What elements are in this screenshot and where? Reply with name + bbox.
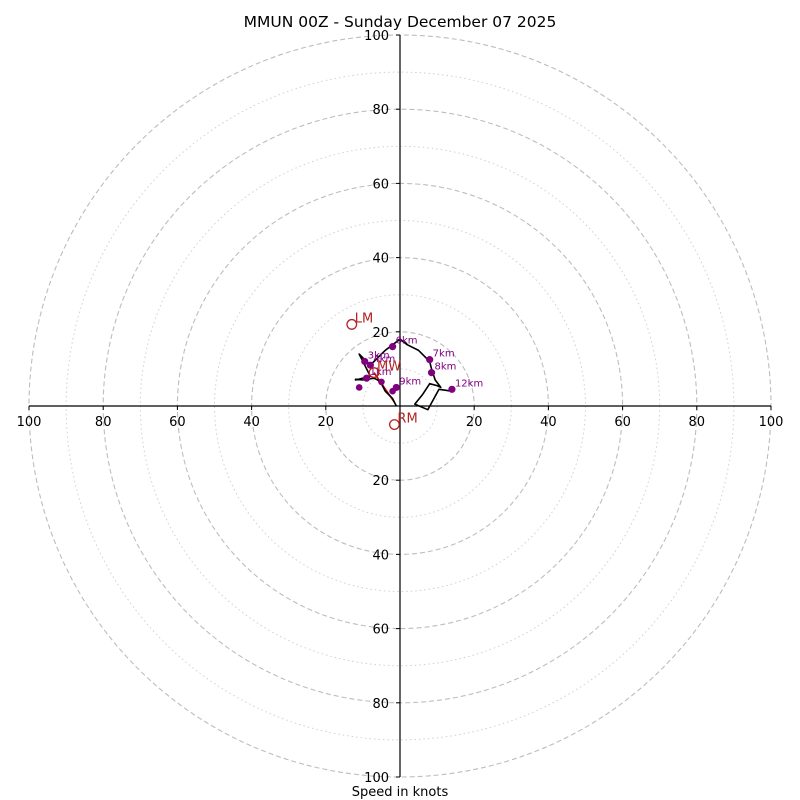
y-tick-label: 100 [364, 29, 389, 44]
y-tick-label: 80 [372, 697, 389, 712]
height-marker-point [427, 369, 436, 377]
x-axis-label: Speed in knots [352, 785, 449, 800]
y-tick-label: 40 [372, 548, 389, 563]
height-marker-point [366, 361, 374, 369]
y-tick-label: 20 [372, 474, 389, 489]
x-tick-label: 20 [318, 415, 335, 430]
y-tick-label: 40 [372, 252, 389, 267]
height-marker-label: 8km [435, 362, 457, 373]
x-tick-label: 20 [466, 415, 483, 430]
y-tick-label: 100 [364, 771, 389, 786]
storm-motion-marker [346, 318, 358, 330]
x-tick-label: 40 [540, 415, 557, 430]
y-tick-label: 80 [372, 103, 389, 118]
height-marker-label: 4km [373, 354, 395, 365]
x-tick-label: 100 [17, 415, 42, 430]
x-tick-label: 60 [169, 415, 186, 430]
height-marker-point [361, 357, 369, 366]
height-marker-label: 1km [370, 367, 392, 378]
height-marker-point [448, 385, 456, 393]
x-tick-label: 40 [243, 415, 260, 430]
tick-labels: 100 80 60 40 20 20 40 60 80 100 100 80 60 40 20 20 40 60 8… [17, 29, 784, 786]
y-tick-label: 60 [372, 623, 389, 638]
height-marker-label: 7km [433, 349, 455, 360]
x-tick-label: 80 [95, 415, 112, 430]
x-tick-label: 100 [759, 415, 784, 430]
height-marker-point [388, 343, 397, 351]
x-tick-label: 80 [689, 415, 706, 430]
height-marker-point [426, 356, 434, 364]
y-tick-label: 60 [372, 177, 389, 192]
storm-motion-label: LM [355, 311, 373, 326]
wind-point [355, 384, 363, 391]
wind-point [378, 378, 385, 386]
height-marker-label: 6km [396, 336, 418, 347]
storm-motion-marker [368, 367, 380, 379]
y-tick-label: 20 [372, 326, 389, 341]
height-marker-label: 3km [368, 350, 390, 361]
storm-motion-label: MW [377, 360, 401, 375]
height-marker-point [363, 374, 371, 382]
height-marker-label: 9km [399, 376, 421, 387]
height-marker-point [392, 383, 400, 392]
height-marker-label: 12km [455, 378, 483, 389]
x-tick-label: 60 [614, 415, 631, 430]
storm-motion-label: RM [397, 412, 417, 427]
chart-title: MMUN 00Z - Sunday December 07 2025 [244, 13, 557, 31]
axes [29, 35, 771, 777]
storm-motion-marker [388, 419, 400, 431]
